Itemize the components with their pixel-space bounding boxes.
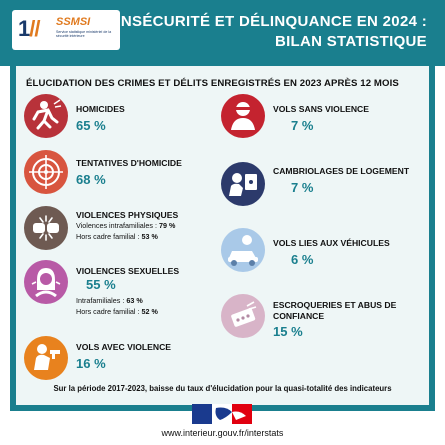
stat-detail-intrafamiliales: Violences intrafamiliales : 79 % — [76, 221, 176, 230]
stat-label: HOMICIDES — [76, 104, 125, 114]
footer-url[interactable]: www.interieur.gouv.fr/interstats — [161, 428, 284, 438]
stat-label: TENTATIVES D'HOMICIDE — [76, 158, 182, 168]
page-title-line-2: BILAN STATISTIQUE — [274, 33, 427, 50]
stat-value: 16 % — [76, 356, 106, 371]
stat-value: 65 % — [76, 118, 106, 133]
stat-label-line-2: CONFIANCE — [273, 311, 325, 321]
marianne-flag-icon — [192, 404, 252, 424]
stat-value: 68 % — [76, 172, 106, 187]
pickpocket-icon — [221, 94, 265, 138]
logo-subtitle: Service statistique ministériel de la sé… — [56, 30, 112, 39]
stat-label-line-1: ESCROQUERIES ET ABUS DE — [273, 300, 397, 310]
burglar-icon — [221, 162, 265, 206]
crosshair-target-icon — [24, 150, 68, 194]
footnote: Sur la période 2017-2023, baisse du taux… — [53, 384, 392, 393]
stat-label: VIOLENCES PHYSIQUES — [76, 210, 179, 220]
car-thief-icon — [221, 228, 265, 272]
stat-label: VIOLENCES SEXUELLES — [76, 266, 180, 276]
content-panel: ÉLUCIDATION DES CRIMES ET DÉLITS ENREGIS… — [10, 66, 435, 411]
header-band: 1// SSMSI Service statistique ministérie… — [0, 0, 445, 66]
armed-robbery-icon — [24, 336, 68, 380]
stat-detail-hors-cadre: Hors cadre familial : 53 % — [76, 232, 158, 241]
victim-woman-icon — [24, 260, 68, 304]
stat-value: 7 % — [291, 180, 314, 195]
fist-impact-icon — [24, 206, 68, 250]
logo-name: SSMSI — [56, 16, 91, 28]
page-title-line-1: INSÉCURITÉ ET DÉLINQUANCE EN 2024 : — [116, 13, 427, 30]
stat-label: VOLS AVEC VIOLENCE — [76, 342, 172, 352]
logo-mark: 1// — [18, 16, 41, 41]
stat-value: 6 % — [291, 252, 314, 267]
stat-label: CAMBRIOLAGES DE LOGEMENT — [273, 166, 410, 176]
stat-detail-intrafamiliales: Intrafamiliales : 63 % — [76, 296, 143, 305]
ssmsi-logo: 1// SSMSI Service statistique ministérie… — [12, 10, 120, 50]
stat-detail-hors-cadre: Hors cadre familial : 52 % — [76, 307, 158, 316]
stat-value: 7 % — [291, 118, 314, 133]
stat-value: 15 % — [273, 324, 303, 339]
stat-label: VOLS LIES AUX VÉHICULES — [273, 238, 390, 248]
stat-value: 55 % — [86, 277, 116, 292]
homicide-figure-icon — [24, 94, 68, 138]
stat-label: VOLS SANS VIOLENCE — [273, 104, 369, 114]
section-title: ÉLUCIDATION DES CRIMES ET DÉLITS ENREGIS… — [26, 78, 399, 89]
phone-scam-icon — [221, 294, 265, 338]
